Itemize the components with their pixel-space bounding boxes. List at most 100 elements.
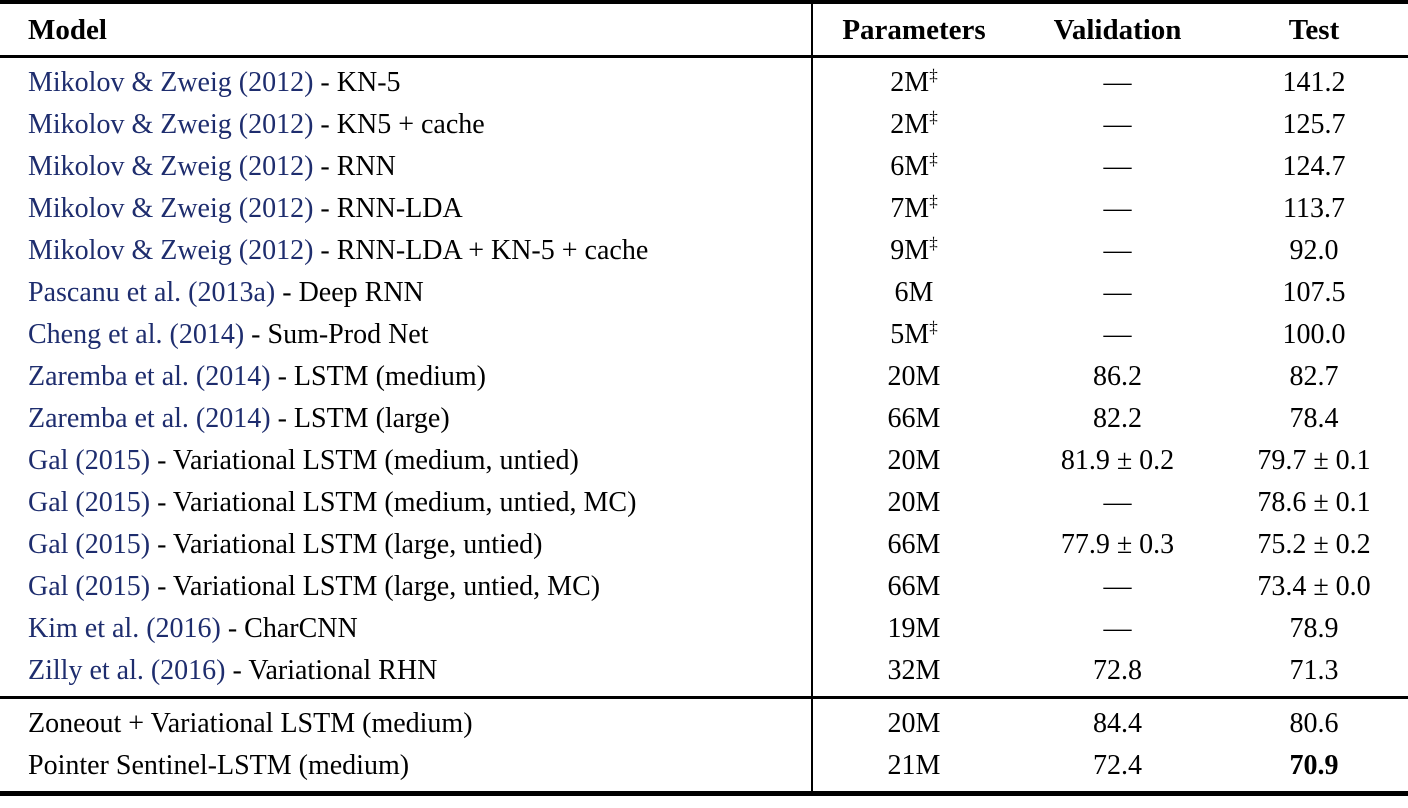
citation-link[interactable]: Pascanu et al. (2013a) (28, 277, 276, 308)
validation-cell: — (1103, 613, 1132, 644)
validation-cell: 72.4 (1093, 750, 1142, 781)
citation-link[interactable]: Cheng et al. (2014) (28, 319, 245, 350)
model-name: - KN-5 (313, 67, 401, 98)
model-name: - LSTM (medium) (270, 361, 486, 392)
table-row: Gal (2015) - Variational LSTM (large, un… (0, 566, 1408, 608)
table-row: Zoneout + Variational LSTM (medium) 20M 84… (0, 696, 1408, 745)
parameters-value: 20M (887, 708, 941, 739)
model-cell: Kim et al. (2016) - CharCNN (0, 608, 813, 650)
citation-link[interactable]: Gal (2015) (28, 571, 151, 602)
test-cell: 78.6 ± 0.1 (1257, 487, 1371, 518)
validation-cell: — (1103, 235, 1132, 266)
table-row: Mikolov & Zweig (2012) - RNN 6M‡ —124.7 (0, 146, 1408, 188)
parameters-value: 9M (890, 235, 930, 266)
parameters-value: 66M (887, 403, 941, 434)
test-cell: 80.6 (1220, 696, 1408, 745)
validation-cell: — (1103, 193, 1132, 224)
citation-link[interactable]: Mikolov & Zweig (2012) (28, 67, 314, 98)
model-name: - RNN-LDA (313, 193, 463, 224)
validation-cell: — (1103, 109, 1132, 140)
model-cell: Zoneout + Variational LSTM (medium) (0, 696, 813, 745)
table-row: Cheng et al. (2014) - Sum-Prod Net 5M‡ —10… (0, 314, 1408, 356)
model-name: - Variational LSTM (medium, untied, MC) (150, 487, 637, 518)
validation-cell: — (1103, 277, 1132, 308)
validation-cell: — (1103, 67, 1132, 98)
table-row: Pascanu et al. (2013a) - Deep RNN 6M — 107.… (0, 272, 1408, 314)
validation-cell: — (1103, 151, 1132, 182)
citation-link[interactable]: Zaremba et al. (2014) (28, 403, 271, 434)
model-name: - Sum-Prod Net (244, 319, 429, 350)
parameters-cell: 6M (812, 272, 1015, 314)
test-cell: 78.4 (1289, 403, 1339, 434)
validation-cell: 86.2 (1093, 361, 1142, 392)
citation-link[interactable]: Mikolov & Zweig (2012) (28, 109, 314, 140)
citation-link[interactable]: Gal (2015) (28, 529, 151, 560)
model-name: - RNN-LDA + KN-5 + cache (313, 235, 649, 266)
test-cell: 141.2 (1282, 67, 1346, 98)
model-name: - Deep RNN (275, 277, 424, 308)
test-cell: 113.7 (1283, 193, 1345, 224)
parameters-value: 6M (894, 277, 934, 308)
double-dagger-icon: ‡ (929, 65, 938, 85)
model-cell: Cheng et al. (2014) - Sum-Prod Net (0, 314, 813, 356)
model-name: - KN5 + cache (313, 109, 485, 140)
parameters-cell: 7M‡ (812, 188, 1015, 230)
test-cell: 79.7 ± 0.1 (1257, 445, 1371, 476)
citation-link[interactable]: Mikolov & Zweig (2012) (28, 193, 314, 224)
parameters-value: 2M (890, 67, 930, 98)
validation-cell: — (1103, 487, 1132, 518)
parameters-cell: 20M (812, 696, 1015, 745)
parameters-cell: 66M (812, 398, 1015, 440)
double-dagger-icon: ‡ (929, 233, 938, 253)
parameters-value: 32M (887, 655, 941, 686)
parameters-cell: 32M (812, 650, 1015, 698)
parameters-value: 66M (887, 529, 941, 560)
test-cell: 70.9 (1289, 750, 1339, 781)
parameters-cell: 19M (812, 608, 1015, 650)
validation-cell: — (1103, 571, 1132, 602)
validation-cell: 84.4 (1015, 696, 1220, 745)
citation-link[interactable]: Zilly et al. (2016) (28, 655, 226, 686)
test-cell: 92.0 (1289, 235, 1339, 266)
model-cell: Mikolov & Zweig (2012) - KN-5 (0, 56, 813, 104)
table-row: Zaremba et al. (2014) - LSTM (large) 66M 8… (0, 398, 1408, 440)
citation-link[interactable]: Kim et al. (2016) (28, 613, 221, 644)
model-name: - Variational LSTM (large, untied) (150, 529, 543, 560)
model-name: - LSTM (large) (270, 403, 450, 434)
model-cell: Mikolov & Zweig (2012) - RNN (0, 146, 813, 188)
model-name: - CharCNN (220, 613, 358, 644)
table-row: Gal (2015) - Variational LSTM (medium, u… (0, 440, 1408, 482)
double-dagger-icon: ‡ (929, 191, 938, 211)
table-row: Zaremba et al. (2014) - LSTM (medium) 20M… (0, 356, 1408, 398)
table-row: Kim et al. (2016) - CharCNN 19M — 78.9 (0, 608, 1408, 650)
model-cell: Zaremba et al. (2014) - LSTM (large) (0, 398, 813, 440)
citation-link[interactable]: Gal (2015) (28, 487, 151, 518)
parameters-cell: 20M (812, 482, 1015, 524)
table-row: Zilly et al. (2016) - Variational RHN 32M… (0, 650, 1408, 698)
validation-cell: 72.8 (1093, 655, 1142, 686)
model-cell: Zaremba et al. (2014) - LSTM (medium) (0, 356, 813, 398)
citation-link[interactable]: Mikolov & Zweig (2012) (28, 151, 314, 182)
test-cell: 82.7 (1289, 361, 1339, 392)
double-dagger-icon: ‡ (929, 107, 938, 127)
model-cell: Mikolov & Zweig (2012) - RNN-LDA + KN-5 … (0, 230, 813, 272)
table-row: Mikolov & Zweig (2012) - KN5 + cache 2M‡ —… (0, 104, 1408, 146)
parameters-value: 66M (887, 571, 941, 602)
parameters-value: 20M (887, 445, 941, 476)
table-row: Pointer Sentinel-LSTM (medium) 21M 72.4 70.… (0, 745, 1408, 794)
citation-link[interactable]: Mikolov & Zweig (2012) (28, 235, 314, 266)
validation-cell: 81.9 ± 0.2 (1060, 445, 1175, 476)
test-cell: 75.2 ± 0.2 (1257, 529, 1371, 560)
citation-link[interactable]: Gal (2015) (28, 445, 151, 476)
table-row: Mikolov & Zweig (2012) - RNN-LDA 7M‡ — 113.… (0, 188, 1408, 230)
citation-link[interactable]: Zaremba et al. (2014) (28, 361, 271, 392)
table-row: Mikolov & Zweig (2012) - KN-5 2M‡ — 141.2 (0, 56, 1408, 104)
column-header-parameters: Parameters (812, 2, 1015, 58)
model-name: - Variational LSTM (medium, untied) (150, 445, 579, 476)
model-name: Pointer Sentinel-LSTM (medium) (28, 750, 410, 781)
parameters-value: 5M (890, 319, 930, 350)
model-name: - RNN (313, 151, 396, 182)
double-dagger-icon: ‡ (929, 317, 938, 337)
